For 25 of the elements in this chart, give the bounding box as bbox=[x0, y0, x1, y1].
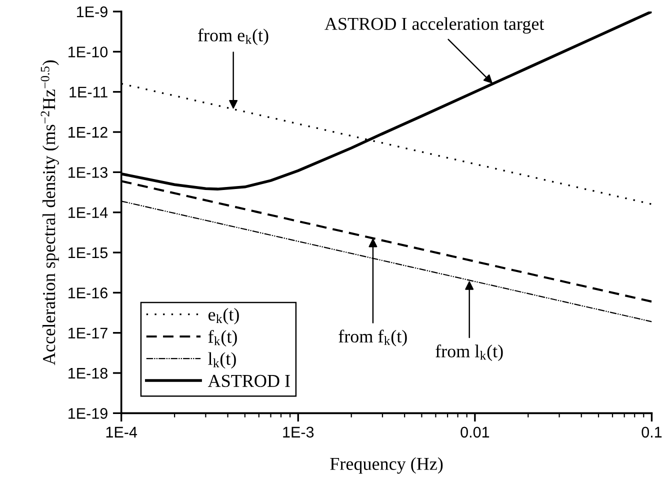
legend-label: e$_{k}$(t) bbox=[208, 308, 239, 324]
y-tick-label: 1E-14 bbox=[68, 207, 108, 218]
y-tick-label: 1E-16 bbox=[68, 288, 108, 298]
x-tick-label: 0.1 bbox=[642, 426, 662, 438]
x-axis-title: Frequency (Hz) bbox=[330, 457, 443, 474]
x-tick-label: 1E-3 bbox=[283, 426, 314, 438]
x-tick-label: 0.01 bbox=[460, 426, 490, 438]
y-tick-label: 1E-9 bbox=[77, 6, 108, 18]
annotation: from l$_{k}$(t) bbox=[436, 344, 503, 362]
legend-label: ASTROD I bbox=[208, 374, 290, 388]
y-axis-title: Acceleration spectral density (ms$^{−2}$Hz$^{−0.5}$) bbox=[40, 60, 59, 366]
y-tick-label: 1E-18 bbox=[68, 368, 108, 379]
annotation: ASTROD I acceleration target bbox=[324, 17, 544, 34]
y-tick-label: 1E-19 bbox=[68, 408, 108, 419]
x-tick-label: 1E-4 bbox=[106, 426, 138, 438]
y-tick-label: 1E-11 bbox=[70, 86, 108, 98]
annotation: from e$_{k}$(t) bbox=[198, 28, 268, 46]
y-tick-label: 1E-17 bbox=[68, 328, 108, 338]
legend-label: f$_{k}$(t) bbox=[208, 330, 237, 347]
legend-label: l$_{k}$(t) bbox=[208, 352, 236, 369]
y-tick-label: 1E-12 bbox=[68, 126, 108, 138]
y-tick-label: 1E-10 bbox=[68, 46, 108, 58]
y-tick-label: 1E-13 bbox=[68, 167, 108, 178]
y-tick-label: 1E-15 bbox=[68, 248, 108, 258]
annotation: from f$_{k}$(t) bbox=[338, 330, 407, 346]
